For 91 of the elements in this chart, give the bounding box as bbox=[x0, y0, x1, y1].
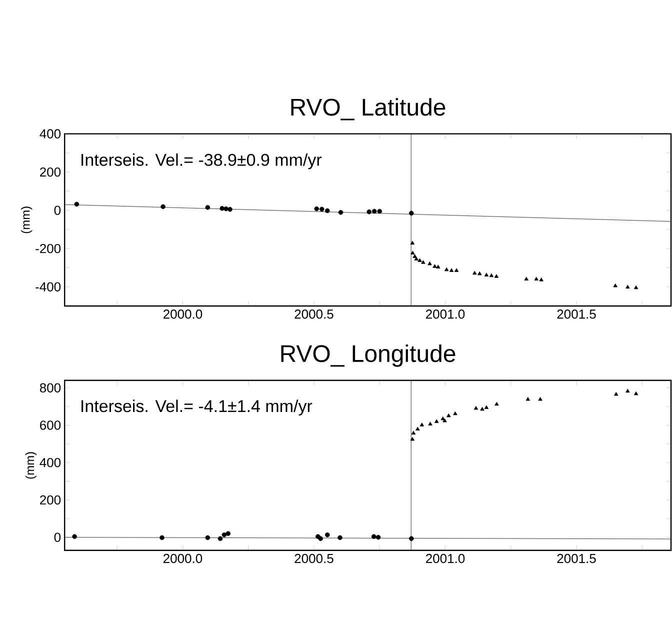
y-axis-title: (mm) bbox=[21, 206, 32, 234]
point bbox=[494, 274, 499, 278]
point bbox=[626, 388, 630, 393]
point bbox=[494, 402, 499, 406]
point bbox=[410, 250, 415, 254]
point bbox=[314, 206, 320, 212]
point bbox=[410, 240, 415, 245]
point bbox=[372, 208, 377, 214]
point bbox=[614, 392, 618, 396]
point bbox=[416, 426, 420, 430]
x-tick-label: 2001.0 bbox=[426, 554, 465, 564]
point bbox=[538, 397, 542, 401]
y-tick-label: 400 bbox=[40, 458, 61, 468]
point bbox=[228, 206, 232, 212]
point bbox=[338, 535, 342, 540]
y-tick-label: 200 bbox=[40, 167, 61, 177]
point bbox=[526, 397, 530, 401]
x-tick-label: 2000.0 bbox=[164, 554, 202, 564]
point bbox=[634, 391, 638, 396]
point bbox=[420, 422, 424, 426]
point bbox=[220, 206, 225, 211]
point bbox=[411, 430, 416, 435]
point bbox=[160, 204, 166, 210]
x-tick-label: 2001.0 bbox=[426, 310, 465, 319]
y-tick-label: 0 bbox=[54, 206, 61, 215]
point bbox=[634, 285, 638, 290]
point bbox=[408, 536, 414, 542]
point bbox=[524, 276, 528, 280]
point bbox=[410, 437, 415, 441]
annotation: Interseis. Vel.= -4.1±1.4 mm/yr bbox=[82, 400, 312, 416]
point bbox=[377, 208, 382, 214]
point bbox=[366, 209, 372, 214]
point bbox=[222, 532, 227, 538]
point bbox=[613, 283, 618, 288]
point bbox=[224, 206, 228, 212]
point bbox=[434, 419, 439, 423]
point bbox=[432, 264, 437, 268]
point bbox=[626, 284, 630, 289]
y-tick-label: -400 bbox=[36, 282, 61, 292]
y-axis-title: (mm) bbox=[25, 452, 37, 479]
point bbox=[324, 532, 330, 538]
point bbox=[318, 536, 323, 542]
point bbox=[414, 256, 418, 260]
point bbox=[205, 535, 210, 540]
point bbox=[72, 534, 77, 539]
point bbox=[474, 406, 478, 410]
x-tick-label: 2001.5 bbox=[557, 310, 596, 319]
point bbox=[480, 406, 484, 411]
y-tick-label: 200 bbox=[40, 495, 61, 505]
point bbox=[472, 270, 477, 275]
point bbox=[446, 413, 451, 418]
point bbox=[534, 276, 538, 280]
point bbox=[226, 531, 231, 536]
point bbox=[442, 418, 447, 422]
point bbox=[436, 264, 440, 268]
chart-title: RVO_ Longitude bbox=[281, 344, 456, 367]
point bbox=[408, 210, 414, 216]
y-tick-label: 800 bbox=[40, 383, 61, 392]
x-tick-label: 2000.5 bbox=[294, 554, 334, 564]
point bbox=[484, 405, 489, 409]
point bbox=[324, 208, 330, 214]
y-tick-label: 0 bbox=[54, 532, 61, 542]
point bbox=[539, 278, 544, 282]
point bbox=[412, 254, 417, 258]
x-tick-label: 2000.0 bbox=[164, 310, 202, 319]
point bbox=[421, 260, 426, 264]
point bbox=[74, 202, 80, 207]
point bbox=[418, 258, 422, 262]
point bbox=[205, 205, 210, 210]
point bbox=[319, 206, 324, 212]
point bbox=[444, 267, 449, 272]
point bbox=[160, 535, 164, 540]
annotation: Interseis. Vel.= -38.9±0.9 mm/yr bbox=[82, 153, 322, 170]
point bbox=[449, 268, 454, 272]
point bbox=[428, 261, 432, 266]
point bbox=[453, 411, 458, 416]
point bbox=[338, 210, 344, 215]
x-tick-label: 2001.5 bbox=[557, 554, 596, 564]
y-tick-label: 600 bbox=[40, 420, 61, 430]
y-tick-label: -200 bbox=[36, 244, 61, 254]
point bbox=[371, 534, 376, 539]
y-tick-label: 400 bbox=[40, 129, 61, 138]
point bbox=[376, 534, 381, 540]
point bbox=[218, 536, 223, 542]
point bbox=[484, 272, 489, 276]
chart-title: RVO_ Latitude bbox=[291, 98, 446, 120]
point bbox=[428, 422, 432, 426]
point bbox=[478, 271, 482, 276]
point bbox=[489, 273, 494, 278]
x-tick-label: 2000.5 bbox=[294, 310, 334, 319]
point bbox=[454, 268, 459, 272]
